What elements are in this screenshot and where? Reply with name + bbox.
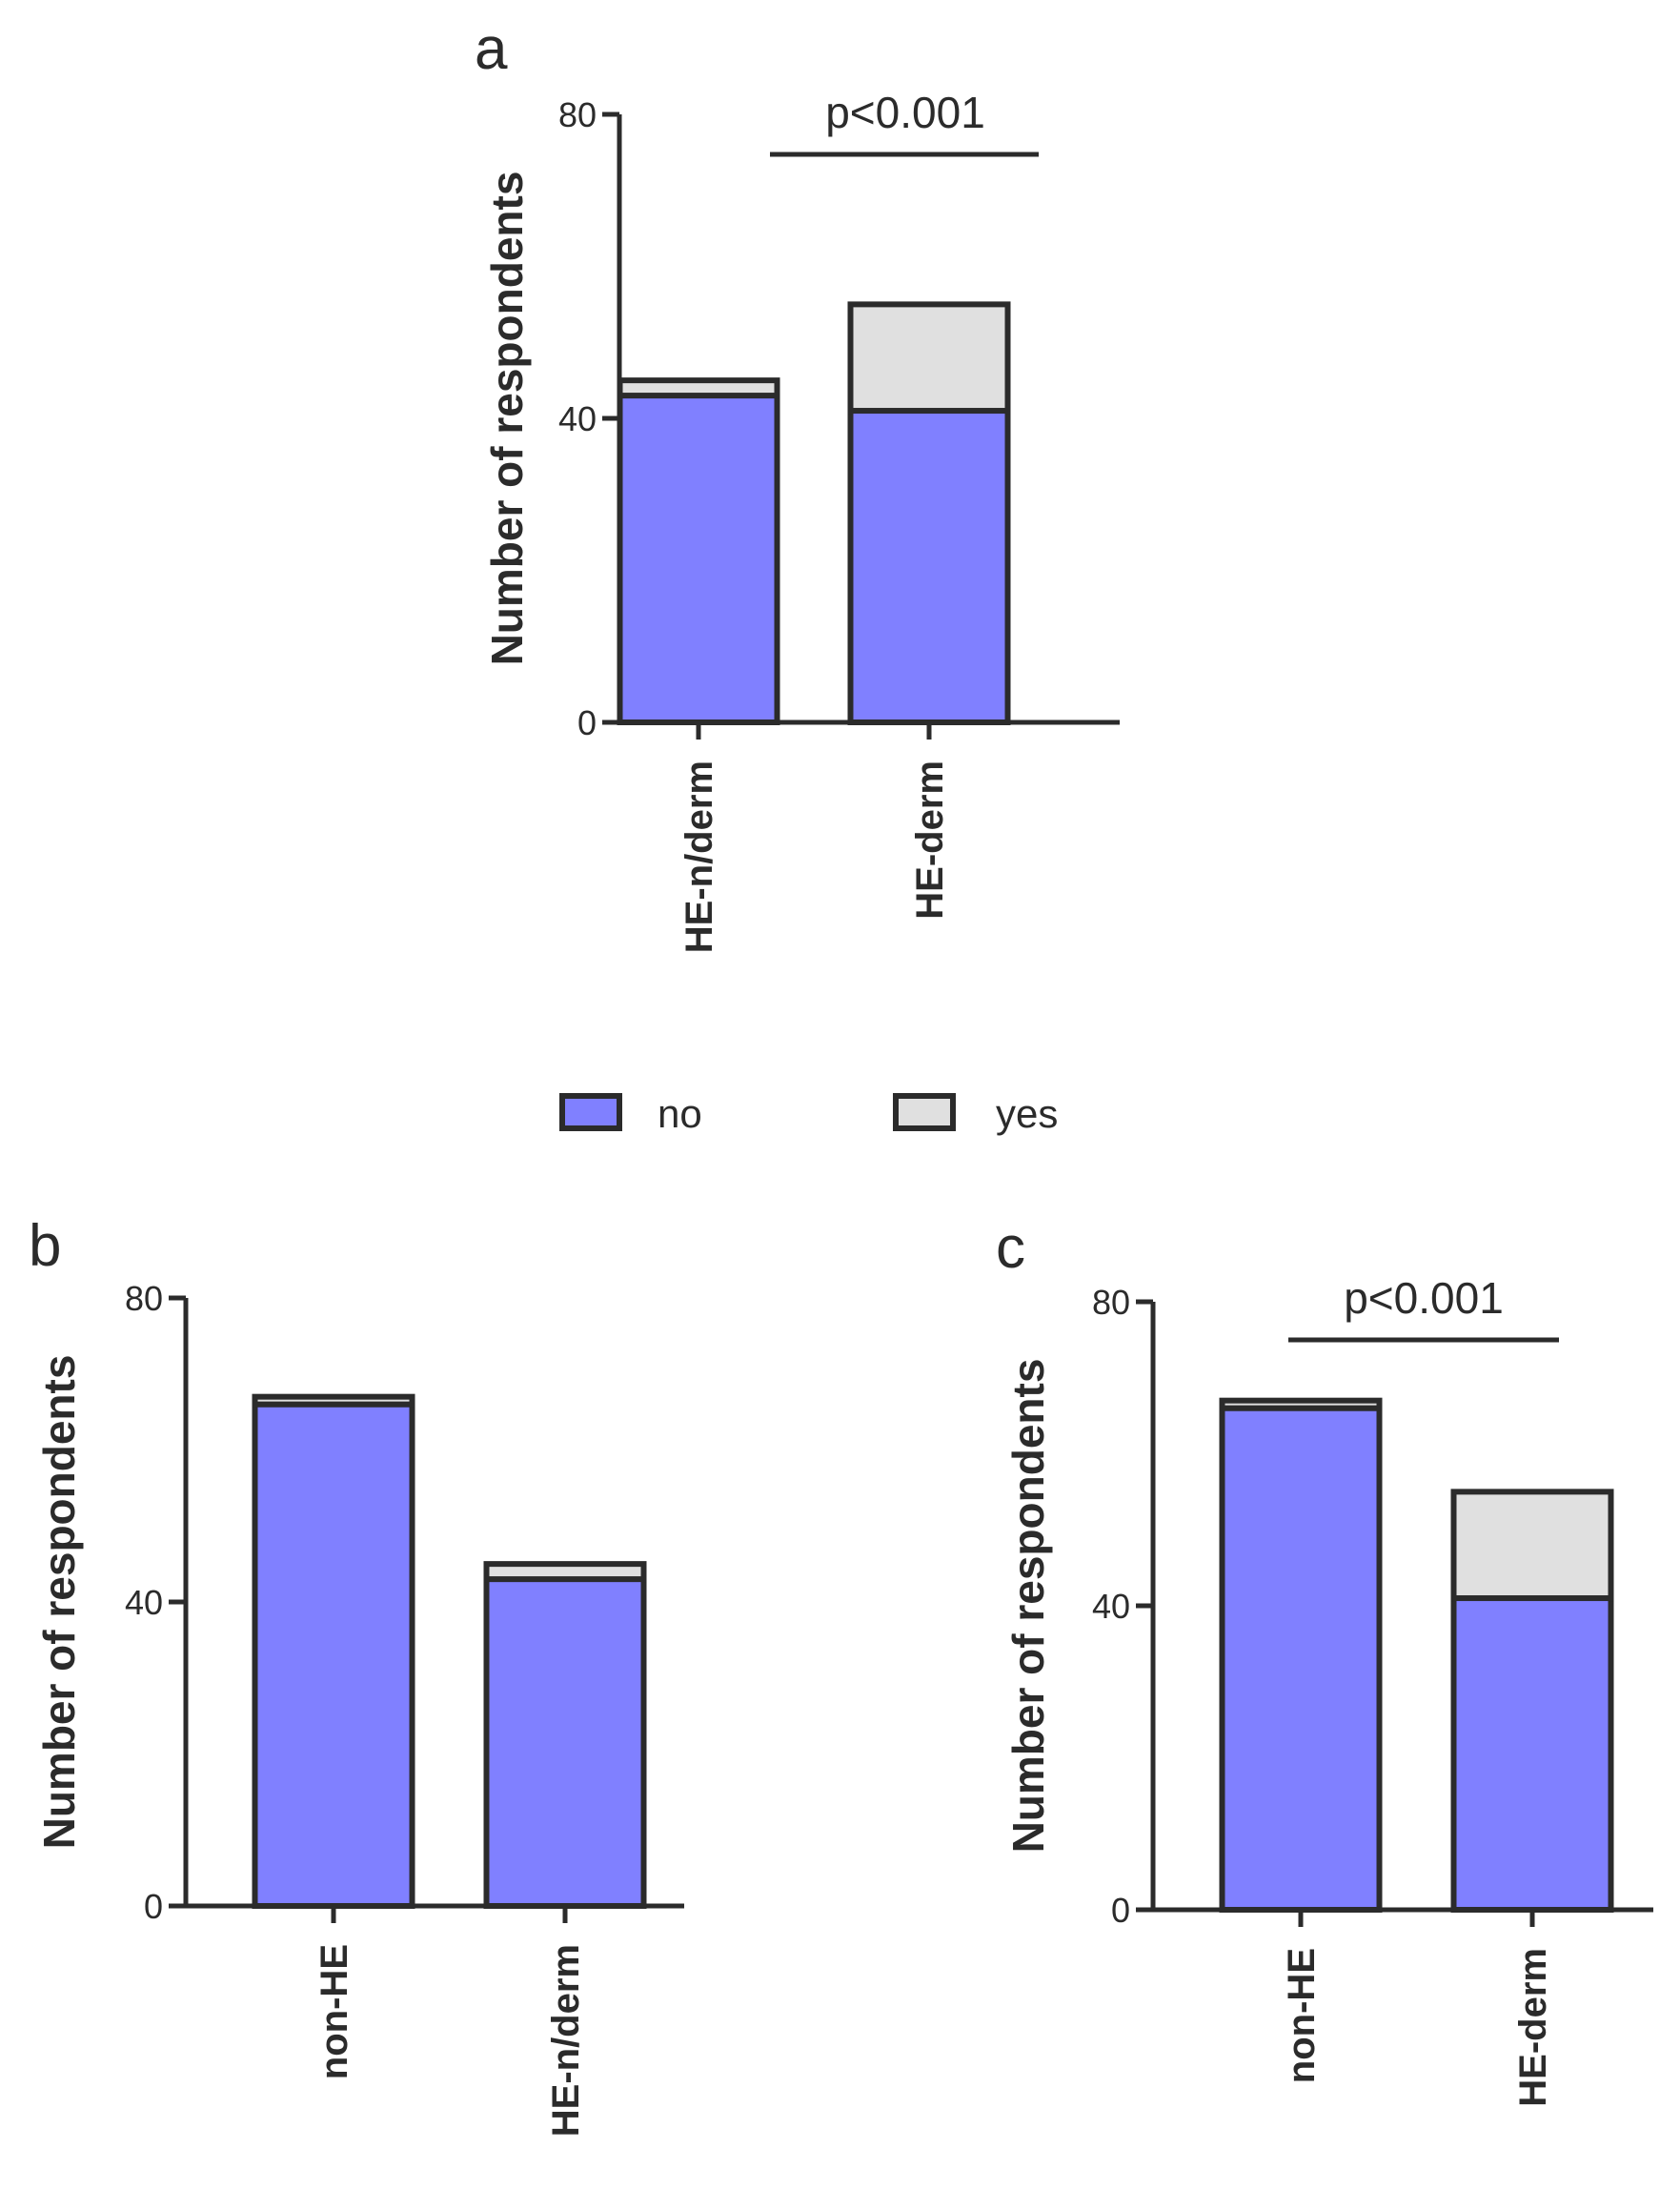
panel-letter: a <box>475 16 508 82</box>
y-tick-label: 0 <box>1111 1891 1130 1930</box>
bar-yes-1 <box>847 301 1011 415</box>
y-tick-label: 80 <box>125 1279 163 1318</box>
legend: no yes <box>559 1091 1058 1136</box>
x-tick-label: non-HE <box>1281 1948 1323 2083</box>
legend-swatch-no <box>559 1093 622 1131</box>
y-axis-label: Number of respondents <box>482 172 532 666</box>
chart-panel-b: b Number of respondents non-HE HE-n/derm 0 40… <box>29 1213 684 2137</box>
bar-yes-0 <box>617 377 780 399</box>
legend-label-no: no <box>658 1091 702 1136</box>
x-tick-label: HE-derm <box>909 760 951 920</box>
panel-letter: b <box>29 1213 61 1279</box>
bar-no-1 <box>1450 1595 1614 1914</box>
x-tick-label: non-HE <box>314 1944 355 2079</box>
p-value-label: p<0.001 <box>1344 1273 1504 1323</box>
chart-panel-a: a Number of respondents HE-n/derm HE-derm 0 4… <box>475 16 1120 953</box>
y-tick-label: 40 <box>1092 1587 1130 1626</box>
bar-no-0 <box>252 1401 415 1909</box>
bar-no-0 <box>617 393 780 725</box>
p-value-label: p<0.001 <box>825 88 985 137</box>
y-tick-label: 0 <box>577 703 597 742</box>
bar-no-1 <box>483 1576 647 1909</box>
y-tick-label: 40 <box>125 1583 163 1622</box>
x-tick-label: HE-n/derm <box>678 760 720 953</box>
y-tick-label: 80 <box>558 95 597 134</box>
bar-yes-1 <box>1450 1489 1614 1602</box>
chart-panel-c: c Number of respondents non-HE HE-derm 0 40 80… <box>996 1215 1653 2107</box>
x-tick-label: HE-derm <box>1512 1948 1554 2107</box>
panel-letter: c <box>996 1215 1025 1281</box>
y-axis-label: Number of respondents <box>1003 1359 1053 1854</box>
bar-yes-1 <box>483 1561 647 1583</box>
bar-yes-0 <box>1219 1397 1383 1411</box>
x-tick-label: HE-n/derm <box>545 1944 587 2137</box>
bar-yes-0 <box>252 1393 415 1408</box>
bar-no-0 <box>1219 1405 1383 1913</box>
y-tick-label: 80 <box>1092 1283 1130 1322</box>
y-tick-label: 0 <box>144 1887 163 1926</box>
y-axis-label: Number of respondents <box>34 1355 84 1850</box>
legend-label-yes: yes <box>996 1091 1058 1136</box>
legend-swatch-yes <box>893 1093 956 1131</box>
bar-no-1 <box>847 408 1011 725</box>
y-tick-label: 40 <box>558 399 597 438</box>
